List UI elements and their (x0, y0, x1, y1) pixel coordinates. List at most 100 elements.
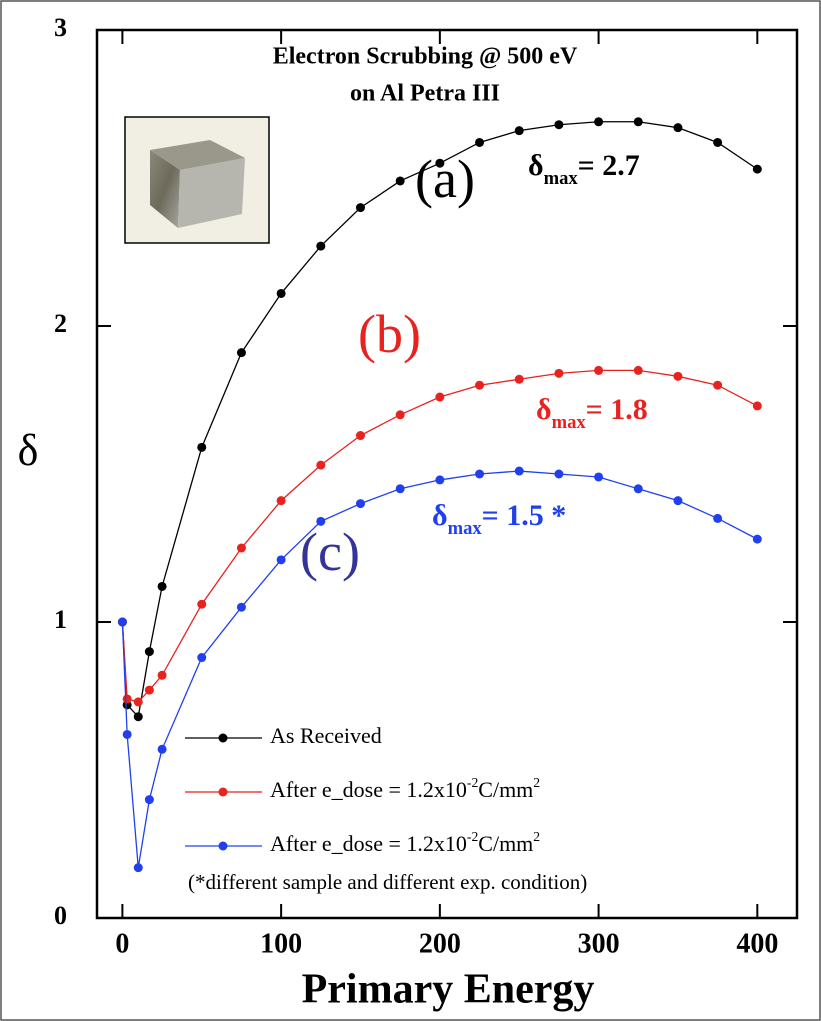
data-point (514, 126, 524, 136)
y-tick-label: 2 (54, 309, 67, 338)
data-point (197, 599, 207, 609)
text-part: δ (536, 393, 552, 426)
data-point (122, 729, 132, 739)
data-point (236, 543, 246, 553)
data-point (144, 685, 154, 695)
data-point (752, 164, 762, 174)
data-point (673, 371, 683, 381)
text-part: δ (432, 499, 448, 532)
sample-photo (124, 116, 270, 244)
chart-title: on Al Petra III (350, 81, 500, 107)
data-point (713, 380, 723, 390)
data-point (133, 712, 143, 722)
y-tick-label: 3 (54, 13, 67, 42)
data-point (713, 513, 723, 523)
y-tick-label: 0 (54, 901, 67, 930)
annotation: (b) (358, 304, 421, 364)
data-point (554, 368, 564, 378)
data-point (475, 469, 485, 479)
data-point (122, 694, 132, 704)
data-point (157, 670, 167, 680)
data-point (713, 137, 723, 147)
data-point (197, 653, 207, 663)
text-part: (b) (358, 304, 421, 364)
data-point (594, 365, 604, 375)
text-part: -2 (467, 829, 479, 844)
x-tick-label: 0 (115, 928, 129, 959)
text-part: (a) (415, 149, 475, 209)
data-point (554, 469, 564, 479)
text-part: After e_dose = 1.2x10 (270, 777, 467, 802)
y-tick-label: 1 (54, 605, 67, 634)
data-point (157, 581, 167, 591)
text-part: C/mm (478, 831, 533, 856)
data-point (236, 348, 246, 358)
data-point (514, 466, 524, 476)
data-point (157, 744, 167, 754)
text-part: 2 (533, 775, 540, 790)
data-point (395, 484, 405, 494)
annotation: (a) (415, 149, 475, 209)
legend-marker (218, 787, 228, 797)
text-part: (c) (300, 522, 360, 582)
data-point (276, 555, 286, 565)
legend-label: After e_dose = 1.2x10-2C/mm2 (270, 775, 540, 802)
data-point (395, 176, 405, 186)
x-tick-label: 300 (578, 928, 620, 959)
text-part: = 2.7 (578, 149, 640, 182)
data-point (633, 484, 643, 494)
data-point (276, 288, 286, 298)
data-point (395, 410, 405, 420)
data-point (752, 534, 762, 544)
data-point (316, 460, 326, 470)
annotation: (c) (300, 522, 360, 582)
text-part: After e_dose = 1.2x10 (270, 831, 467, 856)
text-part: 2 (533, 829, 540, 844)
series-line (121, 470, 758, 868)
data-point (673, 496, 683, 506)
text-part: max (544, 168, 579, 189)
annotation: δmax= 1.8 (536, 393, 648, 433)
text-part: = 1.8 (586, 393, 648, 426)
data-point (594, 117, 604, 127)
data-point (316, 516, 326, 526)
data-point (197, 442, 207, 452)
legend-label: As Received (270, 723, 382, 748)
legend-label: After e_dose = 1.2x10-2C/mm2 (270, 829, 540, 856)
data-point (554, 120, 564, 130)
data-point (236, 602, 246, 612)
text-part: = 1.5 * (482, 499, 567, 532)
text-part: -2 (467, 775, 479, 790)
data-point (117, 617, 127, 627)
data-point (435, 392, 445, 402)
data-point (355, 431, 365, 441)
text-part: max (448, 518, 483, 539)
data-point (316, 241, 326, 251)
data-point (752, 401, 762, 411)
data-point (133, 697, 143, 707)
data-point (514, 374, 524, 384)
legend-marker (218, 841, 228, 851)
text-part: δ (528, 149, 544, 182)
data-point (133, 863, 143, 873)
data-point (355, 499, 365, 509)
data-point (144, 647, 154, 657)
text-part: max (552, 412, 587, 433)
x-tick-label: 400 (736, 928, 778, 959)
chart-title: Electron Scrubbing @ 500 eV (273, 44, 578, 70)
text-part: C/mm (478, 777, 533, 802)
annotation: δmax= 2.7 (528, 149, 640, 189)
x-axis-label: Primary Energy (302, 967, 595, 1013)
series-line (121, 121, 758, 719)
plot-frame (95, 28, 799, 920)
data-point (355, 203, 365, 213)
x-tick-label: 100 (260, 928, 302, 959)
annotation: δmax= 1.5 * (432, 499, 566, 539)
data-point (435, 475, 445, 485)
data-point (475, 380, 485, 390)
data-point (475, 137, 485, 147)
x-tick-label: 200 (419, 928, 461, 959)
y-axis-label: δ (18, 426, 39, 475)
